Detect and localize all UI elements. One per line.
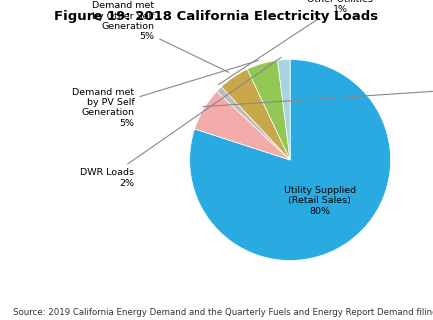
Wedge shape bbox=[190, 60, 391, 260]
Wedge shape bbox=[194, 91, 290, 160]
Text: Other Utilities
1%: Other Utilities 1% bbox=[219, 0, 373, 84]
Wedge shape bbox=[247, 60, 290, 160]
Wedge shape bbox=[221, 69, 290, 160]
Wedge shape bbox=[217, 87, 290, 160]
Text: Utility Supplied
(Retail Sales)
80%: Utility Supplied (Retail Sales) 80% bbox=[284, 186, 355, 216]
Text: Figure 19: 2018 California Electricity Loads: Figure 19: 2018 California Electricity L… bbox=[55, 10, 378, 23]
Wedge shape bbox=[278, 60, 290, 160]
Text: Source: 2019 California Energy Demand and the Quarterly Fuels and Energy Report : Source: 2019 California Energy Demand an… bbox=[13, 308, 433, 317]
Text: Line Losses
7%: Line Losses 7% bbox=[203, 78, 433, 107]
Text: DWR Loads
2%: DWR Loads 2% bbox=[81, 57, 281, 188]
Text: Demand met
by Other Self
Generation
5%: Demand met by Other Self Generation 5% bbox=[92, 1, 229, 72]
Text: Demand met
by PV Self
Generation
5%: Demand met by PV Self Generation 5% bbox=[72, 60, 259, 128]
